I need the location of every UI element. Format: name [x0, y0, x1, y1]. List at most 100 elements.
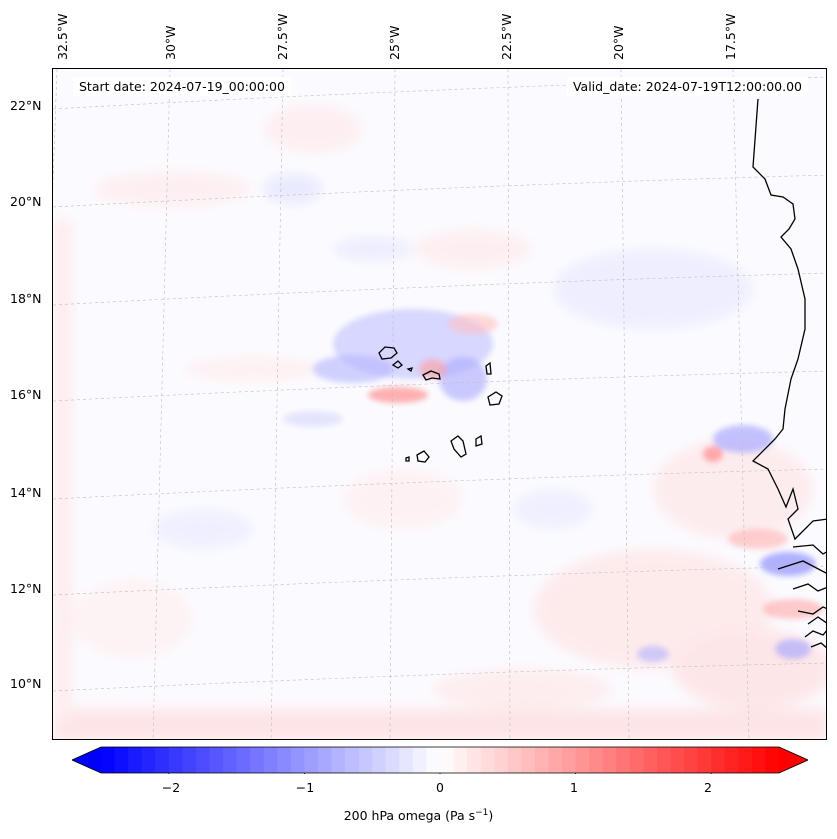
colorbar-outline	[72, 746, 808, 774]
island-santa-luzia	[406, 367, 413, 373]
colorbar-segment	[670, 747, 685, 773]
lon-label: 32.5°W	[55, 13, 70, 60]
colorbar-segment	[155, 747, 170, 773]
southern-positive-band	[53, 709, 826, 739]
island-santiago	[450, 435, 467, 458]
colorbar-tick-label: 0	[436, 780, 444, 795]
colorbar-segment	[589, 747, 604, 773]
colorbar-segment	[399, 747, 414, 773]
colorbar-segment	[440, 747, 455, 773]
colorbar-label-text: 200 hPa omega (Pa s	[343, 808, 476, 824]
map-panel[interactable]: Start date: 2024-07-19_00:00:00 Valid_da…	[52, 68, 827, 740]
lon-label: 22.5°W	[499, 13, 514, 60]
lat-label: 22°N	[10, 98, 42, 113]
colorbar-segment	[616, 747, 631, 773]
graticule	[53, 69, 826, 739]
colorbar-label-superscript: −1	[475, 808, 489, 818]
colorbar-segments	[72, 747, 808, 773]
colorbar-segment	[711, 747, 726, 773]
colorbar-min-extend	[72, 747, 101, 773]
colorbar-segment	[467, 747, 482, 773]
colorbar-segment	[263, 747, 278, 773]
valid-date-label: Valid_date: 2024-07-19T12:00:00.00	[566, 77, 808, 96]
colorbar-segment	[521, 747, 536, 773]
colorbar-segment	[480, 747, 495, 773]
africa-coast-detail	[804, 630, 826, 649]
colorbar-tick-label: −1	[295, 780, 315, 795]
colorbar-segment	[168, 747, 183, 773]
colorbar-segment	[304, 747, 319, 773]
colorbar-segment	[724, 747, 739, 773]
colorbar-segment	[385, 747, 400, 773]
colorbar-tick-marks	[168, 773, 712, 774]
colorbar-segment	[534, 747, 550, 773]
lon-label: 17.5°W	[723, 13, 738, 60]
colorbar-label: 200 hPa omega (Pa s−1)	[0, 808, 837, 823]
colorbar-tick-label: −2	[161, 780, 181, 795]
island-sao-vicente	[391, 360, 403, 369]
island-brava	[405, 456, 410, 462]
colorbar-segment	[358, 747, 373, 773]
lon-label: 30°W	[163, 25, 178, 60]
colorbar-segment	[575, 747, 590, 773]
colorbar-segment	[209, 747, 224, 773]
colorbar-segment	[684, 747, 699, 773]
omega-field	[53, 104, 826, 739]
colorbar-segment	[562, 747, 577, 773]
lon-label: 27.5°W	[275, 13, 290, 60]
colorbar-segment	[494, 747, 509, 773]
colorbar-segment	[507, 747, 522, 773]
lat-label: 18°N	[10, 291, 42, 306]
africa-coastline	[751, 98, 826, 625]
lat-label: 20°N	[10, 194, 42, 209]
western-edge-band	[53, 219, 73, 719]
lon-label: 20°W	[611, 25, 626, 60]
colorbar-segment	[290, 747, 305, 773]
colorbar-segment	[765, 747, 780, 773]
colorbar-segment	[195, 747, 211, 773]
colorbar-segment	[128, 747, 143, 773]
colorbar-segment	[412, 747, 428, 773]
colorbar-segment	[372, 747, 387, 773]
colorbar-segment	[101, 747, 116, 773]
colorbar-segment	[250, 747, 265, 773]
island-fogo	[416, 450, 430, 463]
lat-label: 12°N	[10, 581, 42, 596]
cape-verde-descent	[368, 387, 428, 403]
colorbar-segment	[223, 747, 238, 773]
colorbar-tick-label: 1	[570, 780, 578, 795]
colorbar-segment	[697, 747, 712, 773]
colorbar-segment	[331, 747, 346, 773]
colorbar-segment	[629, 747, 644, 773]
island-sal	[485, 361, 492, 375]
island-maio	[475, 434, 483, 447]
colorbar-segment	[426, 747, 441, 773]
colorbar-segment	[453, 747, 468, 773]
colorbar-segment	[548, 747, 563, 773]
colorbar-segment	[114, 747, 129, 773]
colorbar	[72, 746, 808, 774]
start-date-label: Start date: 2024-07-19_00:00:00	[73, 77, 291, 96]
island-santo-antao	[378, 346, 398, 360]
colorbar-segment	[236, 747, 251, 773]
lat-label: 16°N	[10, 387, 42, 402]
colorbar-segment	[277, 747, 292, 773]
colorbar-tick-label: 2	[704, 780, 712, 795]
colorbar-segment	[751, 747, 767, 773]
omega-map	[53, 69, 826, 739]
lat-label: 14°N	[10, 485, 42, 500]
colorbar-segment	[141, 747, 156, 773]
island-boa-vista	[487, 391, 503, 406]
colorbar-segment	[317, 747, 333, 773]
colorbar-segment	[738, 747, 753, 773]
colorbar-segment	[602, 747, 617, 773]
colorbar-segment	[643, 747, 658, 773]
colorbar-max-extend	[779, 747, 808, 773]
colorbar-segment	[345, 747, 360, 773]
coastlines	[378, 98, 826, 649]
lon-label: 25°W	[387, 25, 402, 60]
colorbar-label-end: )	[488, 808, 494, 824]
colorbar-segment	[182, 747, 197, 773]
lat-label: 10°N	[10, 676, 42, 691]
colorbar-segment	[656, 747, 672, 773]
